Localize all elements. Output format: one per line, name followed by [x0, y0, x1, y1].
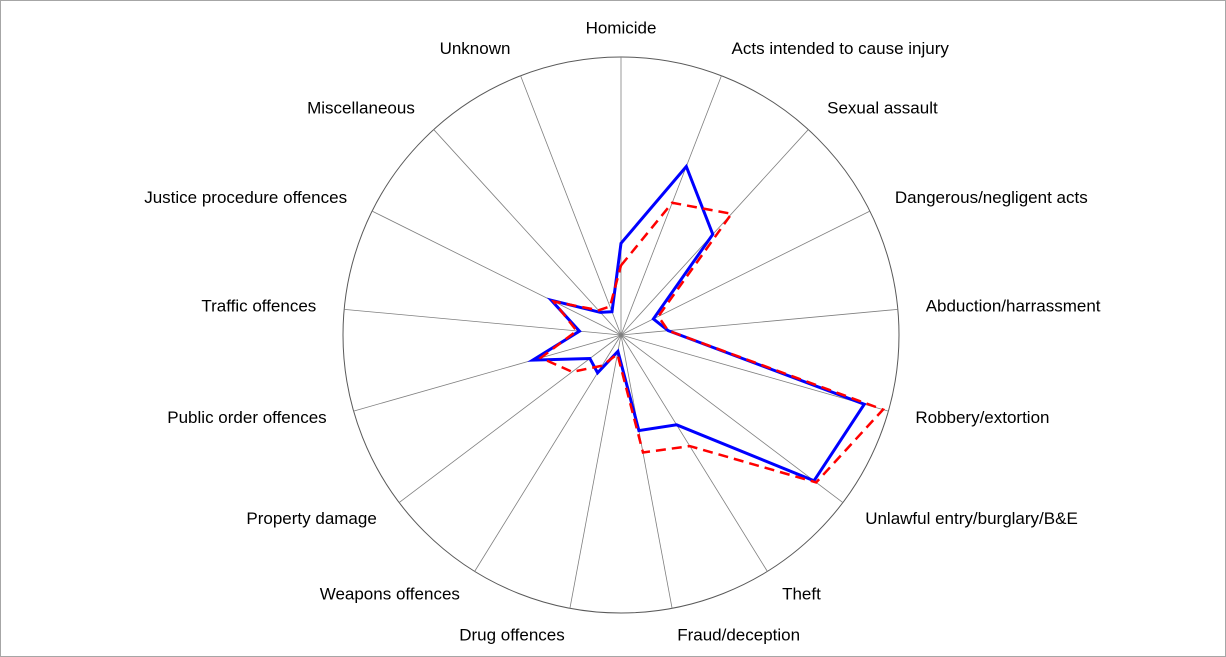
category-label: Public order offences: [167, 408, 326, 427]
category-label: Unknown: [440, 39, 511, 58]
spoke: [620, 75, 722, 336]
category-label: Miscellaneous: [307, 98, 415, 117]
category-label: Weapons offences: [320, 585, 460, 604]
spoke: [433, 129, 622, 336]
spoke: [620, 334, 844, 503]
spoke: [398, 334, 622, 503]
category-label: Drug offences: [459, 625, 565, 644]
spoke: [620, 334, 768, 572]
category-label: Justice procedure offences: [144, 188, 347, 207]
category-label: Sexual assault: [827, 98, 938, 117]
series-line: [538, 201, 886, 484]
spoke: [620, 129, 809, 336]
spoke: [353, 334, 622, 412]
category-label: Homicide: [586, 18, 657, 37]
spoke: [569, 334, 622, 609]
spoke: [344, 308, 622, 336]
category-label: Fraud/deception: [677, 625, 800, 644]
category-label: Property damage: [246, 509, 376, 528]
category-label: Acts intended to cause injury: [732, 39, 950, 58]
category-label: Traffic offences: [201, 296, 316, 315]
category-label: Abduction/harrassment: [926, 296, 1101, 315]
spoke: [474, 334, 622, 572]
category-label: Robbery/extortion: [915, 408, 1049, 427]
spoke: [520, 75, 622, 336]
category-label: Unlawful entry/burglary/B&E: [865, 509, 1078, 528]
series-line: [527, 163, 867, 483]
category-label: Dangerous/negligent acts: [895, 188, 1088, 207]
spoke: [620, 334, 889, 412]
spoke: [371, 210, 622, 336]
category-label: Theft: [782, 585, 821, 604]
spoke: [620, 210, 871, 336]
spoke: [620, 334, 673, 609]
